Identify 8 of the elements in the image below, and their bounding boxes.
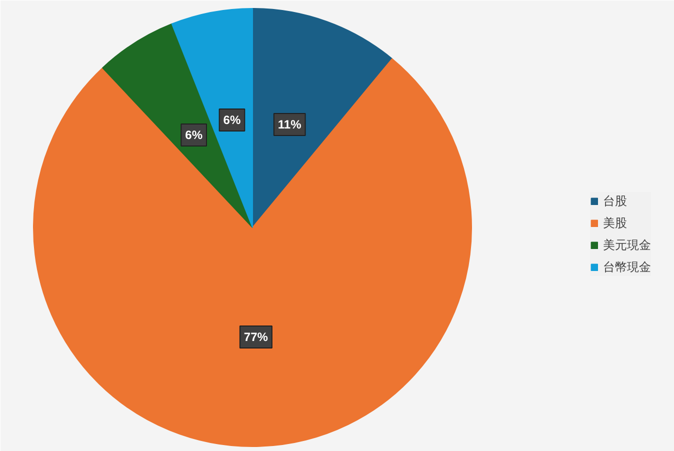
data-label: 11% [278,117,302,132]
data-label: 6% [185,128,203,142]
data-label: 77% [244,330,268,344]
legend-label: 台幣現金 [603,258,651,276]
legend-label: 美股 [603,214,627,232]
legend-label: 台股 [603,192,627,210]
data-label: 6% [223,112,241,127]
legend-label: 美元現金 [603,236,651,254]
